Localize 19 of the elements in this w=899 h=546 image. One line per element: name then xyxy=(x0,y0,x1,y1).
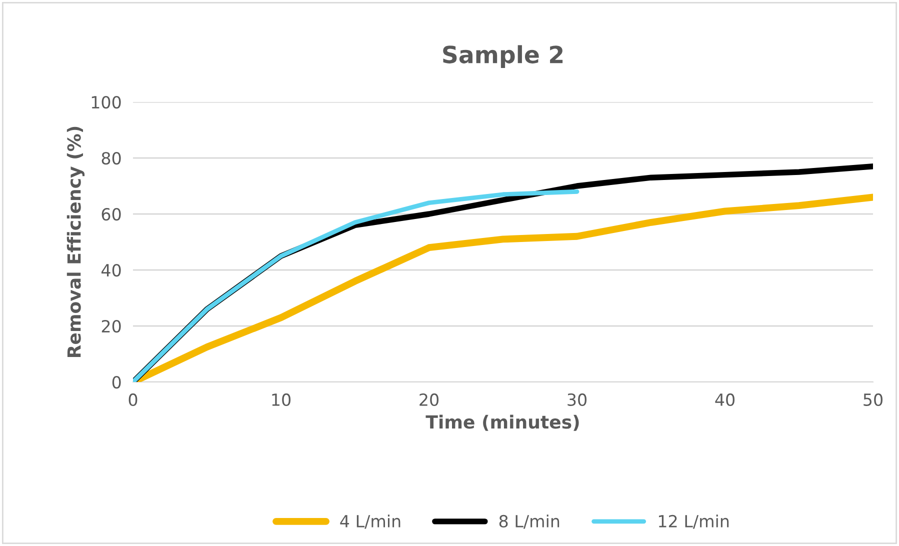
x-tick-label: 0 xyxy=(128,393,138,406)
legend-label: 8 L/min xyxy=(499,514,560,529)
x-axis-title: Time (minutes) xyxy=(426,414,579,431)
x-tick-label: 40 xyxy=(715,393,734,406)
line-series xyxy=(133,189,580,382)
legend-label: 4 L/min xyxy=(340,514,400,529)
y-tick-label: 40 xyxy=(101,264,121,277)
x-tick-label: 10 xyxy=(272,393,290,406)
y-tick-label: 0 xyxy=(112,376,121,389)
chart-title: Sample 2 xyxy=(443,45,563,68)
y-axis-title: Removal Efficiency (%) xyxy=(66,126,85,358)
y-tick-label: 100 xyxy=(92,96,121,109)
y-tick-label: 80 xyxy=(102,152,121,165)
y-tick-label: 60 xyxy=(102,208,121,221)
x-tick-label: 30 xyxy=(568,393,586,406)
y-tick-label: 20 xyxy=(102,320,121,333)
legend-label: 12 L/min xyxy=(658,514,729,529)
x-tick-label: 20 xyxy=(420,393,438,406)
x-tick-label: 50 xyxy=(864,393,882,406)
